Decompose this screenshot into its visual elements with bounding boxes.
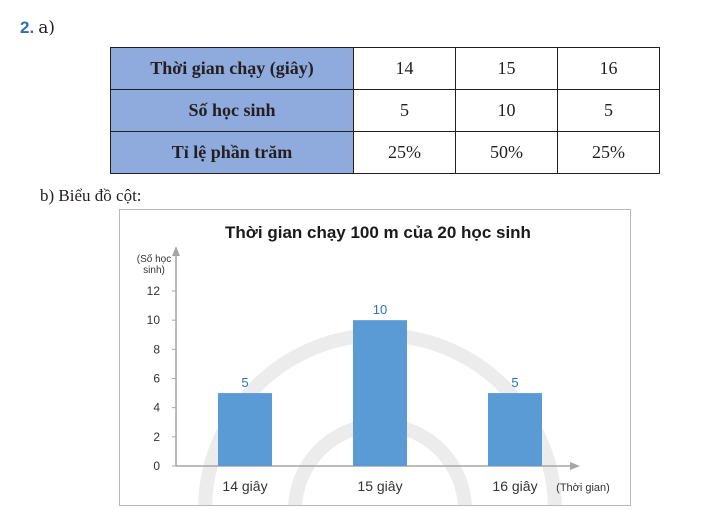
table-row: Tỉ lệ phần trăm 25% 50% 25% — [110, 131, 660, 174]
exercise-number: 2. — [20, 18, 35, 37]
bar — [488, 393, 542, 466]
y-tick-label: 6 — [153, 372, 160, 386]
bar-data-label: 5 — [241, 375, 248, 390]
bar — [353, 320, 407, 466]
y-tick-label: 8 — [153, 342, 160, 356]
table-cell: 10 — [455, 89, 558, 132]
row-header: Tỉ lệ phần trăm — [110, 131, 354, 174]
table-cell: 14 — [353, 47, 456, 90]
bar-data-label: 5 — [511, 375, 518, 390]
chart-title: Thời gian chạy 100 m của 20 học sinh — [225, 223, 531, 242]
bar-data-label: 10 — [373, 302, 387, 317]
data-table: Thời gian chạy (giây) 14 15 16 Số học si… — [110, 47, 660, 174]
row-header: Thời gian chạy (giây) — [110, 47, 354, 90]
y-axis-label-line-1: (Số học — [137, 253, 171, 265]
bar — [218, 393, 272, 466]
x-tick-label: 15 giây — [357, 478, 402, 494]
chart-subheading: b) Biểu đồ cột: — [40, 186, 142, 205]
y-tick-label: 12 — [147, 284, 161, 298]
table-cell: 5 — [557, 89, 660, 132]
bar-chart-frame: Thời gian chạy 100 m của 20 học sinh (Số… — [119, 209, 631, 506]
table-cell: 5 — [353, 89, 456, 132]
bar-chart: Thời gian chạy 100 m của 20 học sinh (Số… — [137, 223, 610, 505]
table-row: Số học sinh 5 10 5 — [110, 89, 660, 132]
table-row: Thời gian chạy (giây) 14 15 16 — [110, 47, 660, 90]
y-tick-label: 10 — [147, 313, 161, 327]
exercise-part-a: a) — [38, 18, 55, 38]
table-cell: 50% — [455, 131, 558, 174]
exercise-heading: 2. a) — [20, 18, 55, 38]
x-tick-label: 14 giây — [222, 478, 267, 494]
row-header: Số học sinh — [110, 89, 354, 132]
y-axis-arrow — [172, 246, 180, 256]
x-axis-arrow — [570, 462, 580, 470]
y-axis-label-line-2: sinh) — [143, 265, 165, 276]
y-tick-label: 4 — [153, 401, 160, 415]
table-cell: 15 — [455, 47, 558, 90]
y-tick-label: 0 — [153, 459, 160, 473]
x-axis-label: (Thời gian) — [556, 482, 610, 494]
table-cell: 25% — [557, 131, 660, 174]
y-tick-label: 2 — [153, 430, 160, 444]
table-cell: 16 — [557, 47, 660, 90]
x-tick-label: 16 giây — [492, 478, 537, 494]
table-cell: 25% — [353, 131, 456, 174]
